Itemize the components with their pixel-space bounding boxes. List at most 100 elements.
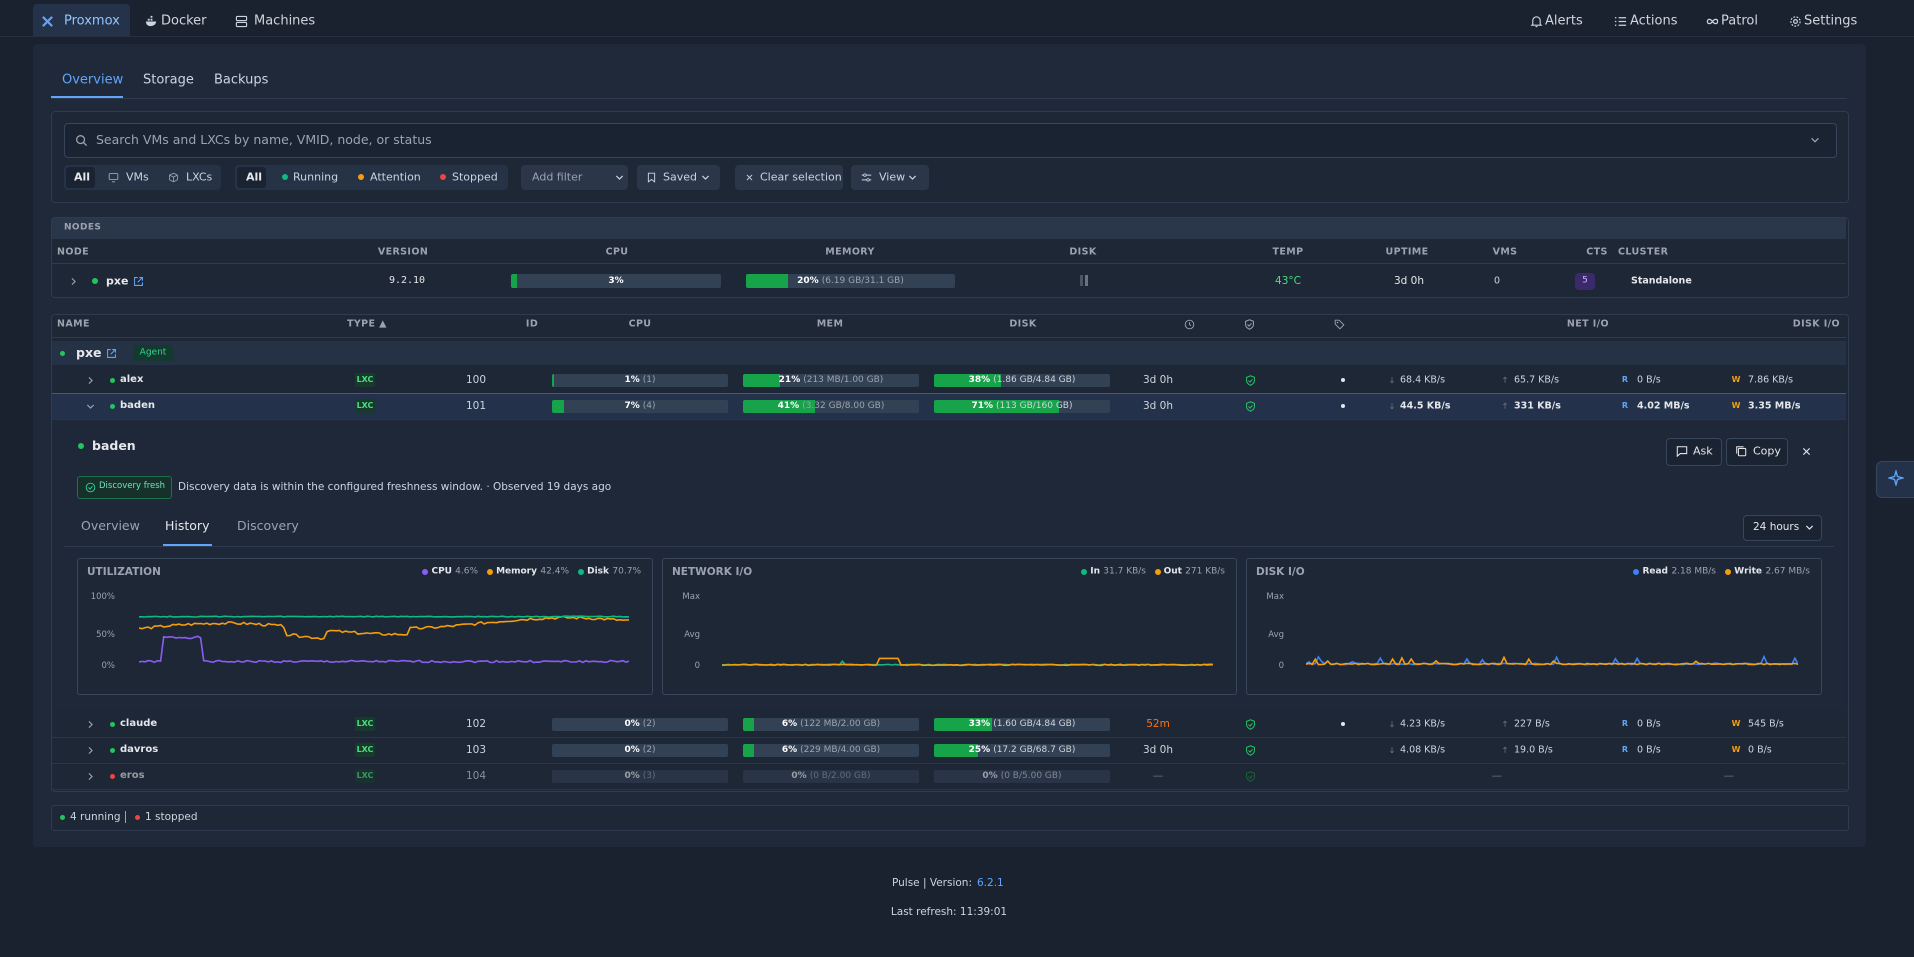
summary-bar <box>51 805 1849 831</box>
node-name[interactable]: pxe <box>106 274 129 288</box>
percent: 3% <box>608 276 624 286</box>
filter-option[interactable]: LXCs <box>186 170 213 184</box>
detail-tab[interactable]: Discovery <box>237 517 299 533</box>
icon <box>1244 318 1254 330</box>
nav-link[interactable]: Proxmox <box>64 13 120 29</box>
nav-link[interactable]: Alerts <box>1545 13 1583 29</box>
axis-label: Avg <box>684 629 700 640</box>
clear-btn[interactable] <box>735 165 843 190</box>
disk-write: 7.86 KB/s <box>1748 374 1794 386</box>
ask-btn[interactable] <box>1666 438 1722 466</box>
clear-label[interactable]: Clear selection <box>760 170 842 184</box>
status-active <box>237 167 266 188</box>
sparkline <box>1306 655 1798 666</box>
view-label[interactable]: View <box>879 170 906 184</box>
guest-name[interactable]: eros <box>120 770 145 781</box>
filter-option[interactable]: Attention <box>370 170 421 184</box>
legend-value: 70.7% <box>612 566 641 577</box>
node-version: 9.2.10 <box>388 275 426 286</box>
nav-link[interactable]: Machines <box>254 13 316 29</box>
column-header: TEMP <box>1272 246 1304 258</box>
action-label[interactable]: Copy <box>1753 444 1781 458</box>
guest-uptime: 52m <box>1146 717 1170 730</box>
external-link <box>133 276 143 286</box>
tab[interactable]: Storage <box>143 72 194 88</box>
column-header: DISK I/O <box>1792 318 1840 330</box>
nodes-band <box>52 218 1846 239</box>
guests-header-line <box>52 337 1846 338</box>
filter-option[interactable]: Running <box>293 170 339 184</box>
tab[interactable]: Overview <box>62 72 124 88</box>
progress-label: 6% (229 MB/4.00 GB) <box>743 744 919 757</box>
progress-bar: 0% (3) <box>552 769 728 783</box>
progress-bar: 21% (213 MB/1.00 GB) <box>743 373 919 387</box>
guest-name[interactable]: baden <box>120 400 155 411</box>
detail: (2) <box>642 719 656 729</box>
nav-link[interactable]: Docker <box>161 13 207 29</box>
nav-link[interactable]: Patrol <box>1721 13 1758 29</box>
progress-label: 33% (1.60 GB/4.84 GB) <box>934 718 1110 731</box>
tag-dot <box>1341 722 1345 726</box>
icon <box>1390 721 1394 728</box>
axis-label: 100% <box>90 591 115 602</box>
guest-name[interactable]: alex <box>120 374 144 385</box>
legend-name: Read <box>1642 566 1668 577</box>
guest-id: 104 <box>465 769 487 782</box>
axis-label: Max <box>682 591 700 602</box>
guest-net: — <box>1491 769 1503 782</box>
percent: 41% <box>777 401 800 411</box>
group-name[interactable]: pxe <box>76 344 102 360</box>
type-badge <box>355 399 375 413</box>
percent: 7% <box>624 401 640 411</box>
nav-icon <box>1530 15 1542 27</box>
add-filter-label[interactable]: Add filter <box>532 170 583 184</box>
guest-name[interactable]: davros <box>120 744 159 755</box>
percent: 33% <box>968 719 991 729</box>
view-btn[interactable] <box>851 165 929 190</box>
add-filter[interactable] <box>521 165 628 190</box>
detail-tab[interactable]: History <box>165 517 210 533</box>
footer-version[interactable]: 6.2.1 <box>977 876 1004 889</box>
expand-chevron <box>88 376 93 384</box>
legend-dot <box>487 569 493 575</box>
guest-name[interactable]: claude <box>120 718 158 729</box>
disk-read: 0 B/s <box>1637 718 1661 730</box>
filter-option[interactable]: All <box>246 170 263 184</box>
progress-label: 0% (2) <box>552 718 728 731</box>
disk-glyph <box>1080 275 1083 286</box>
progress-bar: 7% (4) <box>552 399 728 413</box>
range-label[interactable]: 24 hours <box>1753 520 1800 533</box>
legend-dot <box>1725 569 1731 575</box>
tab[interactable]: Backups <box>214 72 269 88</box>
node-cluster: Standalone <box>1631 275 1692 287</box>
guest-uptime: 3d 0h <box>1142 373 1174 386</box>
action-label[interactable]: Ask <box>1693 444 1713 458</box>
filter-option[interactable]: VMs <box>126 170 149 184</box>
detail-tab[interactable]: Overview <box>81 517 140 533</box>
node-uptime: 3d 0h <box>1393 274 1425 287</box>
legend-value: 31.7 KB/s <box>1103 566 1146 577</box>
tag-dot <box>1341 404 1345 408</box>
detail: (113 GB/160 GB) <box>996 401 1073 411</box>
filter-option[interactable]: All <box>74 170 91 184</box>
sparkline-area <box>139 615 629 664</box>
guest-type: LXC <box>356 745 374 754</box>
legend-value: 2.67 MB/s <box>1765 566 1810 577</box>
progress-bar: 0% (2) <box>552 717 728 731</box>
close-button <box>1802 447 1810 455</box>
chart-panel <box>1246 558 1822 695</box>
filter-dot <box>358 174 364 180</box>
icon <box>1184 319 1194 329</box>
sparkline <box>139 615 629 641</box>
type-badge <box>355 743 375 757</box>
axis-label: 0% <box>101 660 116 671</box>
nodes-header-line <box>52 263 1846 264</box>
saved-label[interactable]: Saved <box>663 170 697 184</box>
percent: 21% <box>778 375 801 385</box>
search-box[interactable] <box>64 123 1837 158</box>
filter-option[interactable]: Stopped <box>452 170 498 184</box>
agent-badge <box>133 345 173 361</box>
nav-link[interactable]: Actions <box>1630 13 1678 29</box>
summary-running: 4 running <box>70 810 121 823</box>
nav-link[interactable]: Settings <box>1804 13 1858 29</box>
